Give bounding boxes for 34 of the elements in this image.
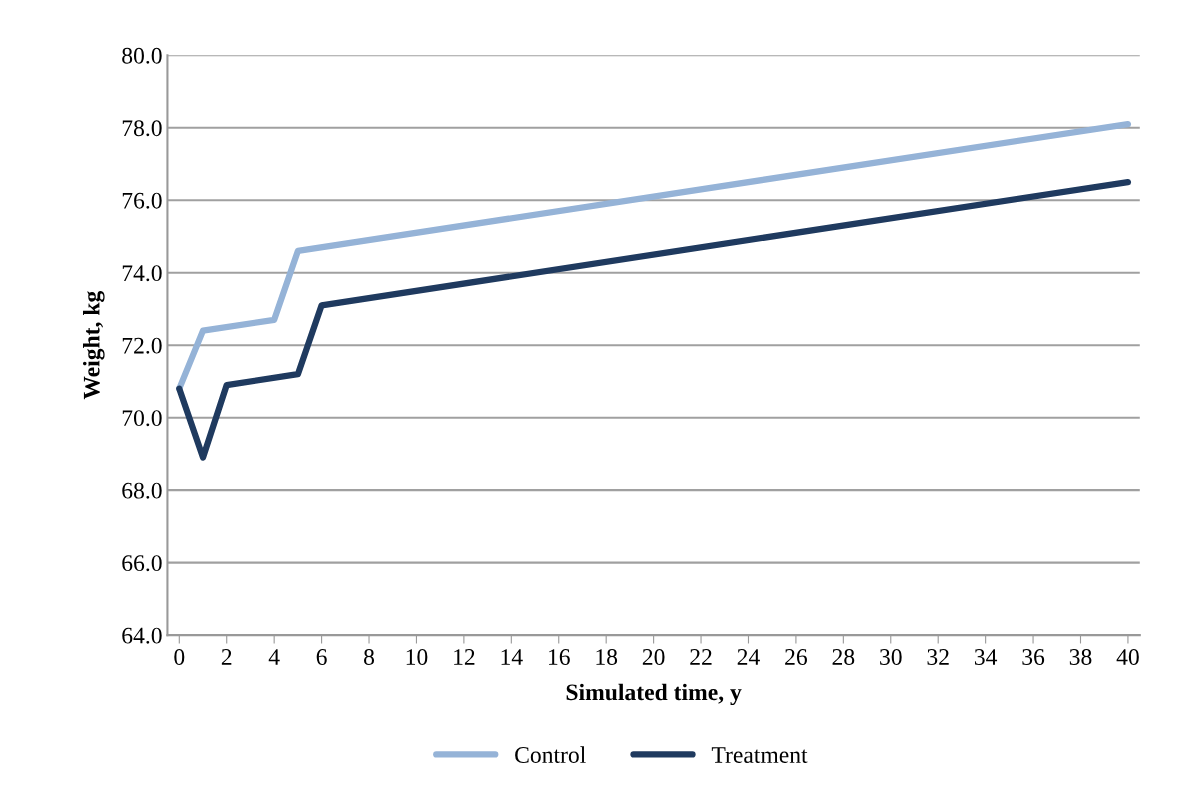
y-axis-title: Weight, kg <box>83 290 105 400</box>
y-tick-label: 74.0 <box>122 265 162 282</box>
legend-label: Control <box>515 746 586 763</box>
x-tick-label: 12 <box>454 649 475 665</box>
y-tick-label: 80.0 <box>122 47 162 64</box>
y-tick-label: 78.0 <box>122 120 162 137</box>
y-tick-label: 68.0 <box>122 482 162 499</box>
x-tick-label: 10 <box>406 649 428 665</box>
x-tick-label: 14 <box>501 649 523 665</box>
y-tick-label: 72.0 <box>122 337 162 354</box>
y-tick-label: 64.0 <box>122 627 162 644</box>
legend-label: Treatment <box>711 747 808 763</box>
x-tick-label: 36 <box>1022 649 1045 665</box>
x-tick-label: 26 <box>785 649 808 665</box>
x-tick-label: 32 <box>927 649 949 665</box>
x-tick-label: 0 <box>174 649 185 665</box>
x-tick-label: 24 <box>737 649 760 665</box>
y-tick-label: 70.0 <box>122 410 162 427</box>
x-tick-label: 18 <box>596 649 618 665</box>
x-tick-label: 22 <box>690 649 712 665</box>
x-tick-label: 6 <box>316 649 327 665</box>
x-tick-label: 38 <box>1069 649 1092 665</box>
y-tick-label: 76.0 <box>122 192 162 209</box>
x-tick-label: 40 <box>1116 649 1139 665</box>
x-tick-label: 2 <box>221 649 232 665</box>
x-tick-label: 8 <box>364 649 375 665</box>
x-tick-label: 20 <box>642 649 665 665</box>
x-tick-label: 4 <box>268 649 280 665</box>
x-tick-label: 34 <box>974 649 998 665</box>
x-axis-title: Simulated time, y <box>566 683 742 706</box>
x-tick-label: 16 <box>549 649 570 665</box>
x-tick-label: 28 <box>832 649 855 665</box>
x-tick-label: 30 <box>880 649 902 665</box>
y-tick-label: 66.0 <box>122 555 162 572</box>
